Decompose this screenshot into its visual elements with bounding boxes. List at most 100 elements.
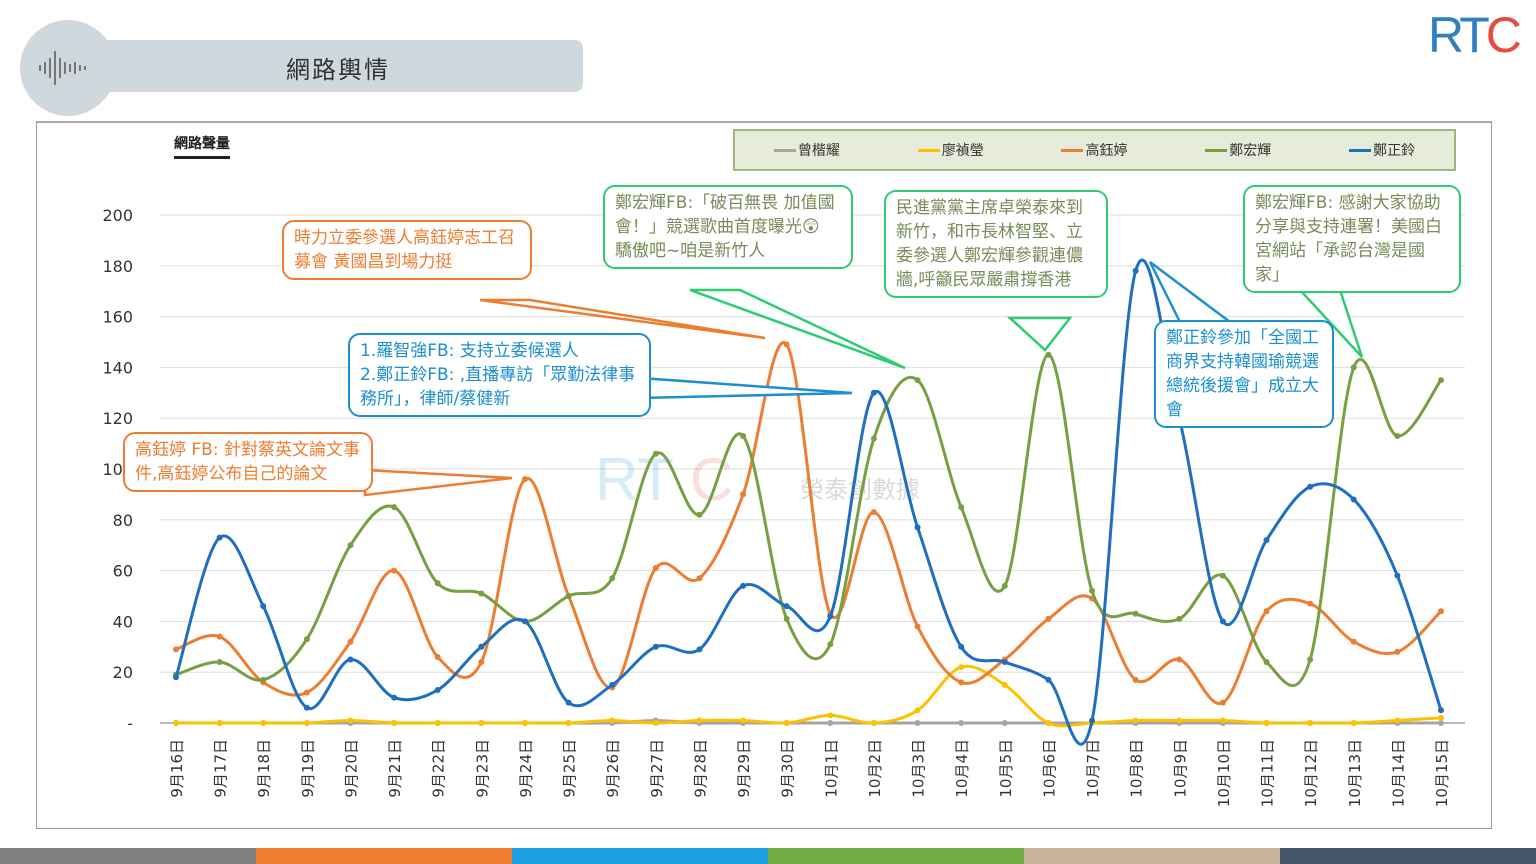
x-tick-label: 9月23日 [473, 739, 491, 798]
data-point [391, 567, 398, 574]
color-segment [0, 848, 256, 864]
legend-swatch [917, 148, 940, 152]
data-point [870, 720, 877, 726]
data-point [260, 676, 267, 683]
data-point [1219, 717, 1226, 724]
data-point [303, 720, 310, 726]
data-point [652, 450, 659, 457]
data-point [216, 720, 223, 726]
y-tick-label: 20 [113, 663, 133, 682]
x-tick-label: 9月25日 [561, 739, 579, 798]
chart-frame [36, 121, 1492, 829]
data-point [1438, 720, 1444, 726]
data-point [1263, 659, 1270, 666]
data-point [216, 633, 223, 640]
legend-item: 高鈺婷 [1061, 140, 1127, 160]
x-tick-label: 9月28日 [691, 739, 709, 798]
data-point [783, 615, 790, 622]
data-point [434, 580, 441, 587]
legend-item: 廖禎瑩 [917, 140, 984, 160]
data-point [521, 618, 528, 625]
data-point [652, 565, 659, 572]
series-4 [173, 258, 1444, 746]
legend-swatch [773, 148, 796, 152]
data-point [609, 717, 616, 724]
data-point [1394, 648, 1401, 655]
x-tick-label: 9月22日 [430, 739, 448, 798]
data-point [303, 636, 310, 643]
data-point [521, 476, 528, 483]
x-tick-label: 9月26日 [604, 739, 622, 798]
watermark: RT C 榮泰創數據 [595, 446, 920, 513]
data-point [958, 679, 965, 686]
data-point [1001, 659, 1008, 666]
y-tick-label: 200 [102, 206, 133, 225]
data-point [1132, 676, 1139, 683]
data-point [216, 534, 223, 541]
data-point [827, 720, 834, 726]
page-title: 網路輿情 [286, 56, 390, 84]
data-point [391, 504, 398, 511]
data-point [1176, 717, 1183, 724]
data-point [478, 643, 485, 650]
x-tick-label: 10月7日 [1084, 739, 1102, 798]
legend-label: 高鈺婷 [1085, 143, 1128, 159]
data-point [1350, 364, 1357, 371]
data-point [1307, 656, 1314, 663]
y-tick-label: 40 [113, 612, 133, 631]
x-tick-label: 9月18日 [255, 739, 273, 798]
data-point [609, 681, 616, 688]
x-tick-label: 10月2日 [866, 739, 884, 798]
series-3 [173, 351, 1444, 687]
data-point [1350, 720, 1357, 726]
data-point [1045, 351, 1052, 358]
data-point [565, 720, 572, 726]
data-point [1176, 656, 1183, 663]
x-tick-label: 9月20日 [342, 739, 360, 798]
data-point [1307, 600, 1314, 607]
data-point [783, 720, 790, 726]
data-point [783, 603, 790, 610]
data-point [216, 659, 223, 666]
legend-label: 鄭正鈴 [1373, 143, 1416, 159]
data-point [1394, 717, 1401, 724]
legend-label: 曾楷耀 [797, 143, 840, 159]
legend-label: 廖禎瑩 [941, 143, 984, 159]
data-point [1219, 572, 1226, 579]
series-line [175, 353, 1443, 687]
data-point [914, 524, 921, 531]
legend-swatch [1205, 148, 1228, 152]
callout-tail [689, 288, 906, 370]
callout-tail [1006, 316, 1073, 352]
x-tick-label: 9月17日 [212, 739, 230, 798]
callout-annotation: 鄭正鈴參加「全國工商界支持韓國瑜競選總統後援會」成立大會 [1154, 320, 1334, 428]
x-tick-label: 10月14日 [1389, 739, 1407, 807]
x-tick-label: 10月6日 [1040, 739, 1058, 798]
data-point [696, 717, 703, 724]
legend-swatch [1061, 148, 1084, 152]
data-point [173, 646, 179, 653]
data-point [740, 582, 747, 589]
data-point [1394, 432, 1401, 439]
data-point [827, 641, 834, 648]
data-point [565, 699, 572, 706]
y-tick-label: 160 [102, 308, 133, 327]
data-point [1438, 377, 1444, 384]
x-tick-label: 10月12日 [1302, 739, 1320, 807]
data-point [827, 613, 834, 620]
data-point [347, 638, 354, 645]
data-point [1001, 582, 1008, 589]
x-tick-label: 10月9日 [1171, 739, 1189, 798]
data-point [783, 341, 790, 348]
sound-wave-icon [39, 51, 86, 85]
data-point [565, 593, 572, 599]
data-point [173, 674, 179, 681]
data-point [347, 542, 354, 549]
data-point [391, 694, 398, 701]
data-point [609, 575, 616, 582]
data-point [1045, 720, 1052, 726]
data-point [303, 704, 310, 711]
color-segment [768, 848, 1024, 864]
x-tick-label: 10月3日 [910, 739, 928, 798]
data-point [1089, 717, 1096, 724]
